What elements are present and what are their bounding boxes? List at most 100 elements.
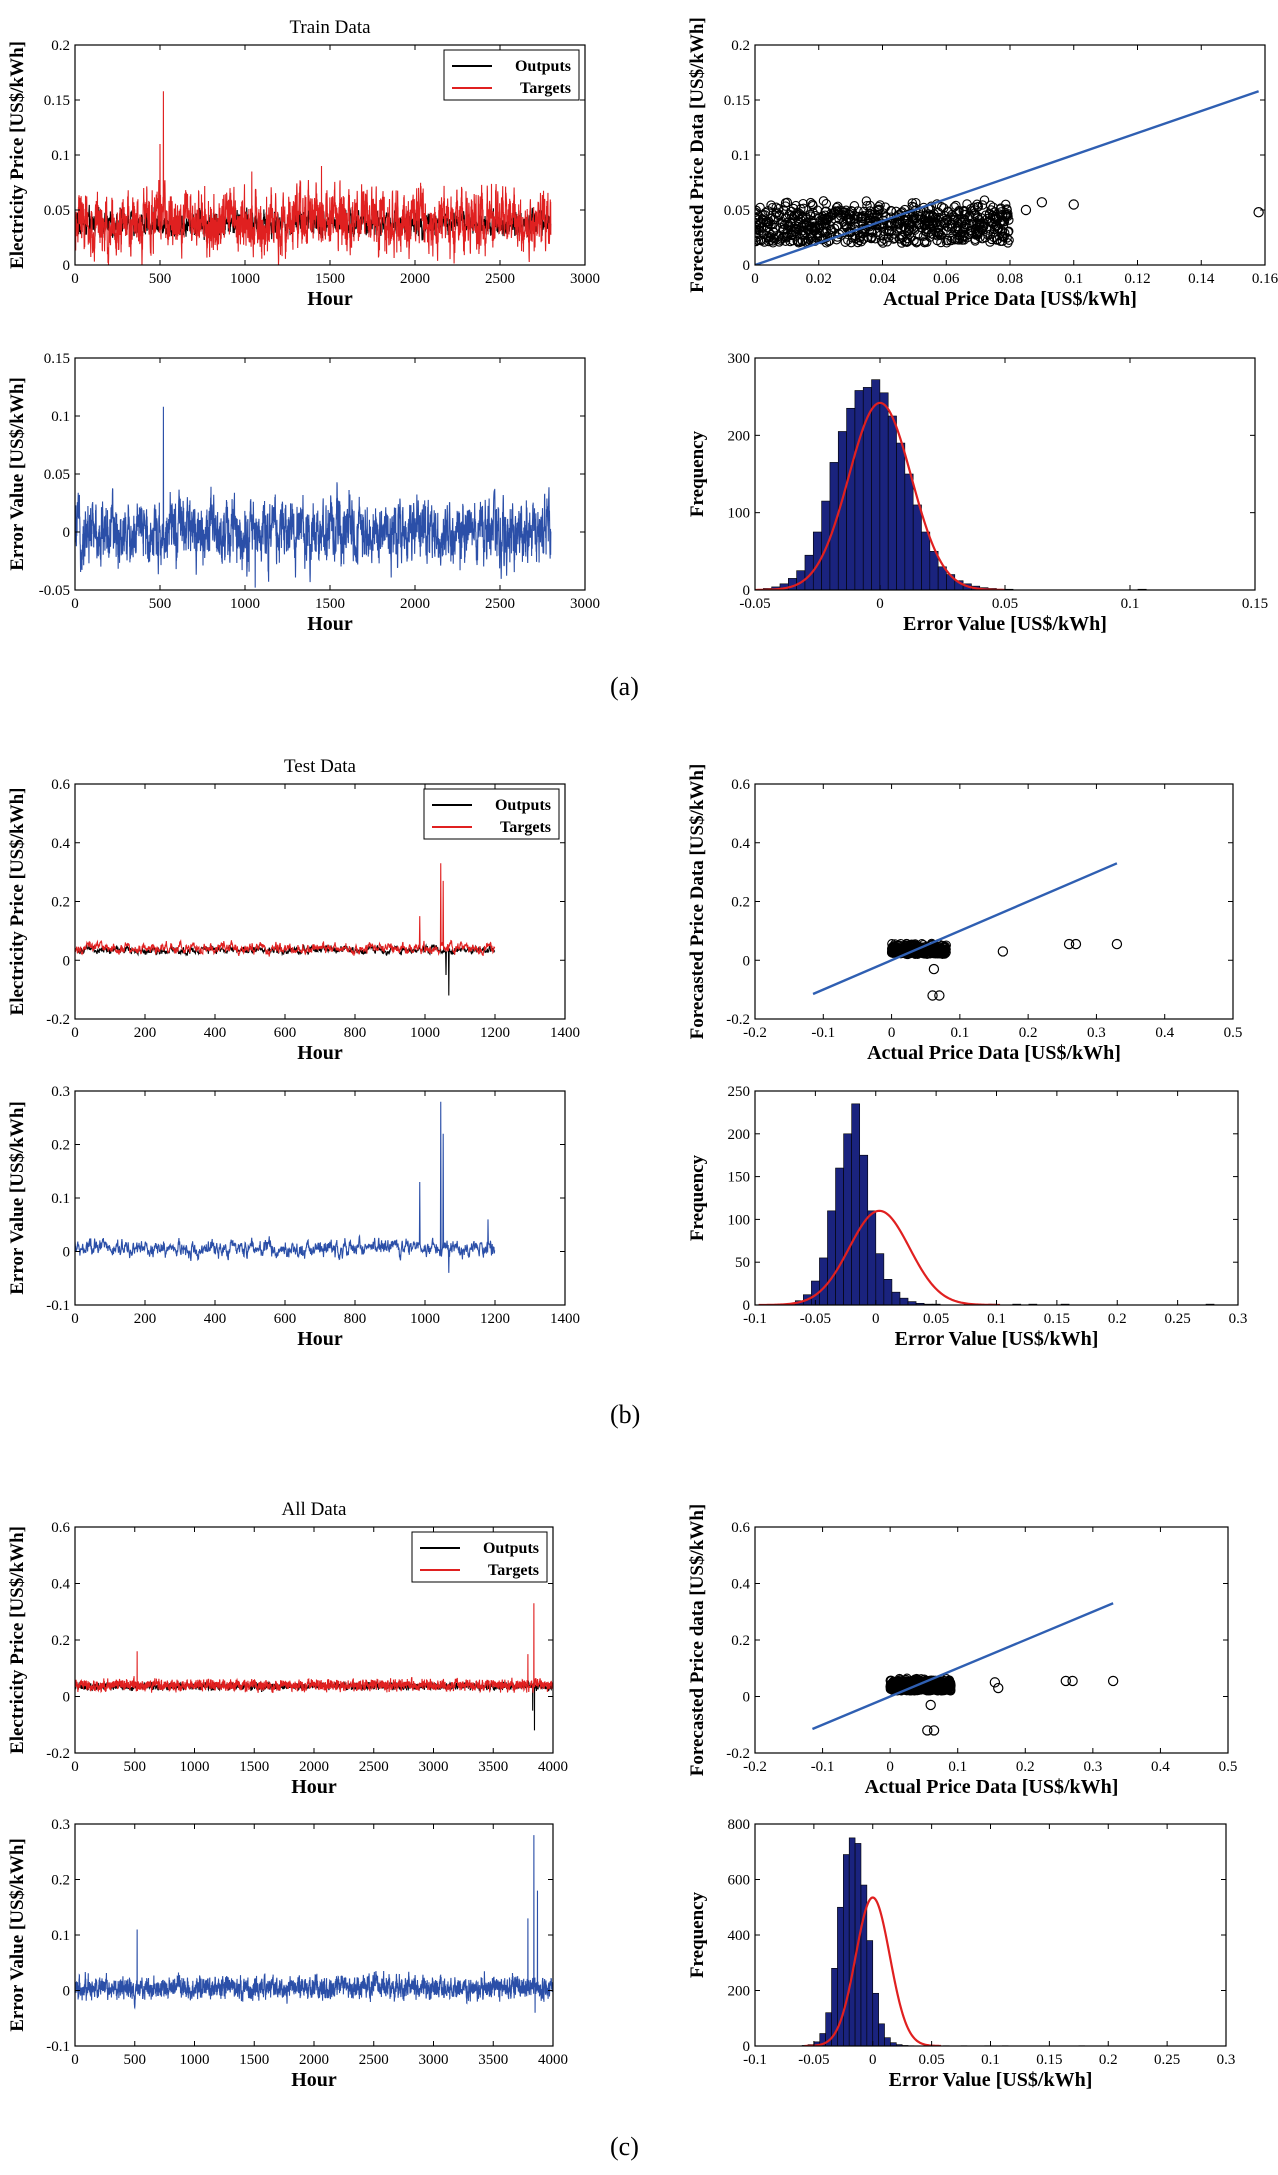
scatter-point [818, 196, 829, 206]
scatter-point [859, 206, 869, 217]
scatter-point [1001, 209, 1011, 219]
x-tick-label: -0.2 [743, 1025, 767, 1041]
x-tick-label: 0.1 [1121, 596, 1140, 612]
y-tick-label: 0.2 [731, 38, 750, 54]
scatter-point [909, 1675, 919, 1686]
histogram-bar [819, 1257, 828, 1305]
scatter-point [933, 948, 943, 959]
histogram-bar [875, 1253, 885, 1305]
legend: Outputs Targets [423, 788, 560, 840]
scatter-point [866, 227, 877, 237]
chart-title: Train Data [289, 17, 371, 38]
x-tick-label: 800 [344, 1311, 367, 1327]
scatter-point [977, 200, 988, 210]
x-tick-label: -0.1 [811, 1025, 835, 1041]
histogram-bar [848, 1837, 856, 2046]
scatter-point [940, 942, 951, 953]
scatter-outlier [925, 1699, 936, 1711]
scatter-point [933, 228, 943, 238]
scatter-point [970, 234, 980, 245]
chart-b-scatter: -0.2 -0.1 0 0.1 0.2 0.3 0.4 0.5 -0.2 0 0.2 0.4 0.6 Ac… [687, 764, 1242, 1064]
scatter-point [844, 209, 854, 220]
x-tick-label: 0.5 [1224, 1025, 1243, 1041]
legend-label-targets: Targets [520, 80, 571, 97]
scatter-point [782, 213, 792, 224]
x-tick-label: 0 [71, 2052, 79, 2068]
x-tick-label: 3000 [570, 596, 600, 612]
y-tick-label: 0.15 [44, 93, 70, 109]
scatter-point [889, 229, 899, 239]
plot-area-b-hist [758, 1103, 1215, 1305]
plot-area-c-error [75, 1835, 553, 2013]
y-tick-label: 0 [743, 583, 751, 599]
scatter-point [938, 227, 948, 238]
scatter-point [756, 235, 767, 246]
scatter-point [988, 228, 999, 238]
y-tick-label: 0 [743, 2039, 751, 2055]
scatter-outlier [1063, 938, 1075, 950]
x-tick-label: 0 [71, 1759, 79, 1775]
scatter-point [858, 234, 869, 244]
scatter-point [972, 199, 982, 210]
scatter-point [833, 208, 844, 218]
x-tick-label: 0.15 [1036, 2052, 1062, 2068]
scatter-point [972, 227, 983, 238]
y-tick-label: 50 [735, 1255, 750, 1271]
x-tick-label: 0 [71, 1025, 79, 1041]
scatter-point [983, 230, 993, 240]
scatter-point [805, 197, 816, 208]
x-tick-label: 600 [274, 1311, 297, 1327]
x-axis-label: Actual Price Data [US$/kWh] [867, 1042, 1121, 1064]
scatter-point [755, 202, 765, 213]
fit-line [812, 862, 1118, 996]
y-tick-label: 100 [728, 506, 751, 522]
x-tick-label: 2000 [299, 1759, 329, 1775]
y-axis-label: Electricity Price [US$/kWh] [7, 1526, 28, 1754]
x-tick-label: 2500 [485, 596, 515, 612]
scatter-point [964, 220, 975, 231]
chart-title: All Data [282, 1499, 347, 1520]
panel-label-a: (a) [610, 672, 639, 701]
y-tick-label: -0.1 [46, 1298, 70, 1314]
scatter-point [838, 217, 849, 227]
y-tick-label: -0.2 [46, 1746, 70, 1762]
scatter-point [949, 214, 959, 225]
scatter-outlier [928, 963, 940, 975]
legend: Outputs Targets [443, 49, 580, 101]
scatter-point [924, 220, 935, 230]
x-tick-label: 0 [876, 596, 884, 612]
scatter-point [770, 223, 780, 233]
scatter-point [997, 236, 1008, 247]
scatter-point [755, 215, 764, 225]
x-tick-label: 4000 [538, 2052, 568, 2068]
x-tick-label: 0.25 [1165, 1311, 1191, 1327]
x-tick-label: 0.25 [1154, 2052, 1180, 2068]
histogram-bar [872, 1992, 879, 2046]
y-tick-label: -0.05 [39, 583, 70, 599]
x-tick-label: 4000 [538, 1759, 568, 1775]
scatter-outlier [1107, 1675, 1119, 1687]
y-tick-label: 800 [728, 1817, 751, 1833]
scatter-point [787, 230, 797, 241]
histogram-bar [878, 2023, 885, 2046]
histogram-bar [891, 1291, 901, 1305]
x-tick-label: -0.05 [739, 596, 770, 612]
chart-a-scatter: 0 0.02 0.04 0.06 0.08 0.1 0.12 0.14 0.16 0 0.05 0.1… [687, 17, 1278, 310]
scatter-point [840, 237, 851, 247]
chart-a-error: 0 500 1000 1500 2000 2500 3000-0.0500.050.10.1… [7, 351, 600, 635]
axes-frame [74, 357, 586, 591]
scatter-point [904, 229, 914, 240]
scatter-point [1003, 211, 1013, 222]
plot-area-c-price [75, 1603, 553, 1731]
x-tick-label: -0.2 [743, 1759, 767, 1775]
histogram-bar [929, 551, 939, 590]
x-tick-label: 0.14 [1188, 271, 1215, 287]
y-axis-label: Forecasted Price Data [US$/kWh] [687, 17, 708, 293]
x-tick-label: 1200 [480, 1025, 510, 1041]
scatter-point [952, 234, 963, 245]
x-tick-label: 0 [71, 1311, 79, 1327]
scatter-point [756, 223, 767, 233]
x-tick-label: 2500 [359, 1759, 389, 1775]
x-tick-label: 0.05 [923, 1311, 949, 1327]
scatter-point [876, 236, 887, 246]
